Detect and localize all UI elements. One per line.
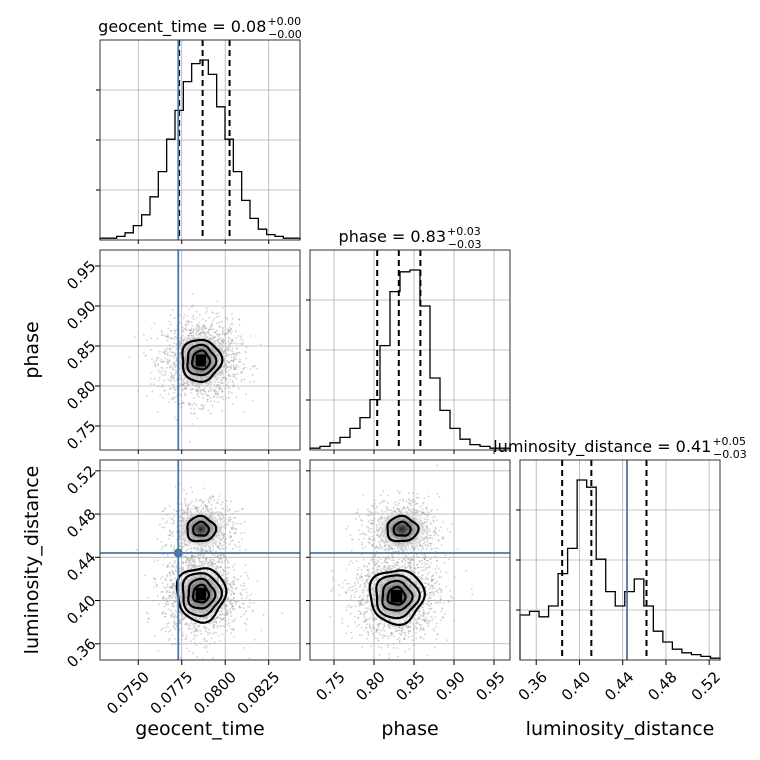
panel-phase-vs-luminosity_distance-density-1 (374, 507, 430, 552)
x-tick-label-luminosity_distance: 0.44 (601, 668, 637, 704)
panel-geocent_time-vs-luminosity_distance-density-1 (175, 507, 226, 552)
histogram-geocent_time (99, 59, 301, 240)
x-tick-label-luminosity_distance: 0.48 (644, 668, 680, 704)
panel-geocent_time-vs-phase-contour-0-1 (186, 343, 218, 377)
panel-phase-vs-luminosity_distance-frame (309, 459, 511, 661)
x-tick-label-phase: 0.75 (312, 668, 348, 704)
y-axis-label-luminosity_distance: luminosity_distance (21, 466, 43, 655)
x-axis-label-luminosity_distance: luminosity_distance (526, 718, 715, 740)
hist-panel-geocent_time-grid (100, 40, 300, 240)
panel-phase-vs-luminosity_distance-contour-1-1 (386, 514, 420, 543)
x-tick-label-phase: 0.90 (432, 668, 468, 704)
y-tick-label-phase: 0.80 (63, 377, 99, 413)
y-tick-label-phase: 0.85 (63, 337, 99, 373)
x-tick-label-geocent_time: 0.0775 (147, 668, 197, 718)
panel-phase-vs-luminosity_distance-samples (329, 464, 474, 660)
panel-geocent_time-vs-luminosity_distance-contour-0-0 (191, 583, 211, 604)
y-tick-label-luminosity_distance: 0.44 (63, 548, 99, 584)
title-phase: phase = 0.83+0.03 −0.03 (339, 225, 482, 251)
x-tick-label-geocent_time: 0.0800 (190, 668, 240, 718)
y-axis-label-phase: phase (21, 321, 43, 378)
panel-geocent_time-vs-luminosity_distance-frame (99, 459, 301, 661)
x-axis-label-phase: phase (381, 718, 438, 740)
panel-phase-vs-luminosity_distance-contour-0-3 (368, 569, 426, 627)
y-tick-label-luminosity_distance: 0.36 (63, 635, 99, 671)
panel-geocent_time-vs-phase-frame (99, 249, 301, 451)
x-tick-label-phase: 0.85 (392, 668, 428, 704)
y-tick-label-luminosity_distance: 0.48 (63, 505, 99, 541)
hist-panel-luminosity_distance-grid (520, 460, 720, 660)
panel-phase-vs-luminosity_distance-contour-0-0 (386, 585, 407, 606)
x-tick-label-luminosity_distance: 0.52 (688, 668, 724, 704)
y-tick-label-luminosity_distance: 0.40 (63, 592, 99, 628)
panel-geocent_time-vs-luminosity_distance-peak (195, 587, 206, 601)
panel-geocent_time-vs-phase-peak (195, 354, 206, 367)
panel-phase-vs-luminosity_distance-contour-0-1 (381, 579, 414, 612)
y-tick-label-phase: 0.75 (63, 417, 99, 453)
panel-geocent_time-vs-phase-contour-0-2 (181, 338, 224, 384)
x-tick-label-luminosity_distance: 0.36 (515, 668, 551, 704)
panel-geocent_time-vs-luminosity_distance-contour-1-0 (192, 520, 211, 537)
panel-geocent_time-vs-luminosity_distance-truth-point (173, 548, 183, 558)
panel-phase-vs-luminosity_distance-peak (390, 589, 403, 603)
panel-phase-vs-luminosity_distance-contour-0-2 (375, 574, 421, 620)
x-tick-label-phase: 0.80 (352, 668, 388, 704)
x-tick-label-phase: 0.95 (472, 668, 508, 704)
title-geocent_time: geocent_time = 0.08+0.00 −0.00 (98, 15, 302, 41)
panel-geocent_time-vs-luminosity_distance-contour-0-1 (187, 577, 217, 610)
x-tick-label-geocent_time: 0.0825 (234, 668, 284, 718)
histogram-luminosity_distance (519, 479, 721, 660)
x-tick-label-geocent_time: 0.0750 (103, 668, 153, 718)
y-tick-label-phase: 0.90 (63, 297, 99, 333)
panel-geocent_time-vs-phase-contour-0-0 (190, 349, 212, 371)
title-luminosity_distance: luminosity_distance = 0.41+0.05 −0.03 (493, 435, 747, 461)
x-axis-label-geocent_time: geocent_time (135, 718, 264, 740)
hist-panel-phase-grid (310, 250, 510, 450)
panel-geocent_time-vs-luminosity_distance-contour-0-2 (181, 572, 224, 618)
y-tick-label-phase: 0.95 (63, 257, 99, 293)
y-tick-label-luminosity_distance: 0.52 (63, 462, 99, 498)
x-tick-label-luminosity_distance: 0.40 (558, 668, 594, 704)
panel-phase-vs-luminosity_distance-contour-1-0 (392, 520, 412, 537)
panel-geocent_time-vs-luminosity_distance-contour-1-1 (186, 514, 218, 543)
histogram-phase (309, 269, 511, 450)
